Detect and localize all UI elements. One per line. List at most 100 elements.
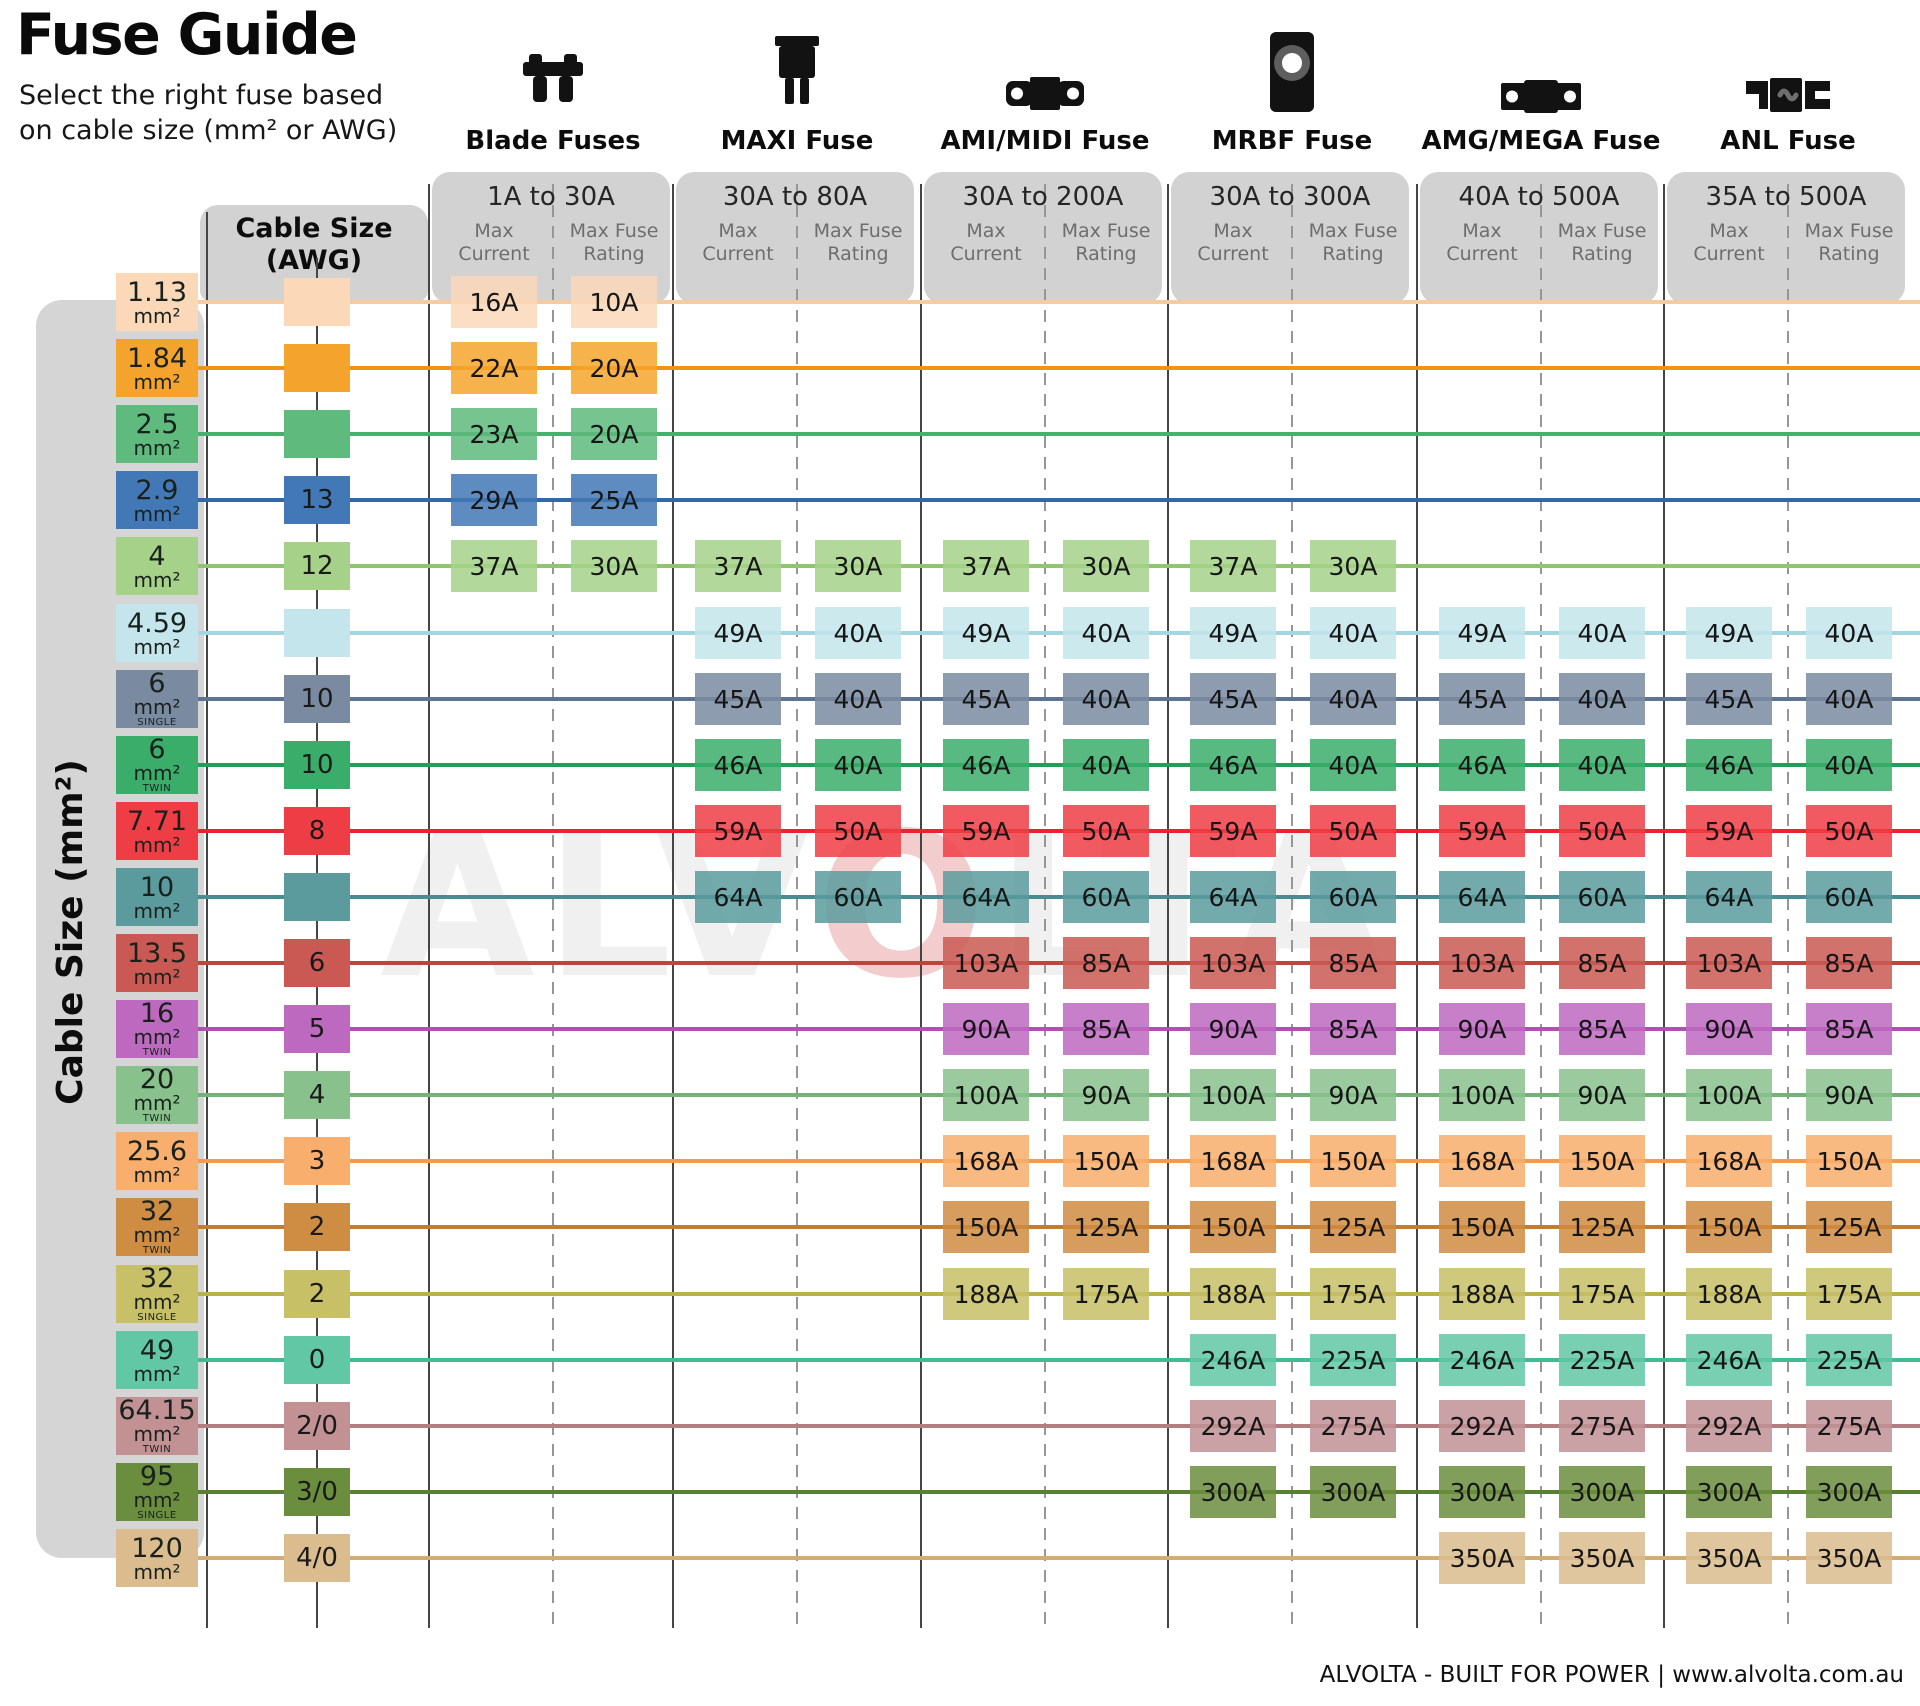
value-cell-max-fuse-rating: 275A (1559, 1400, 1645, 1452)
value-cell-max-fuse-rating: 150A (1310, 1135, 1396, 1187)
value-cell-max-fuse-rating: 60A (1806, 871, 1892, 923)
cable-row-line (198, 1159, 1920, 1163)
cable-row-line (198, 300, 1920, 304)
cable-row-line (198, 829, 1920, 833)
value-cell-max-fuse-rating: 85A (1559, 1003, 1645, 1055)
value-cell-max-current: 300A (1439, 1466, 1525, 1518)
grid-vline-group-boundary (920, 184, 922, 1628)
value-cell-max-fuse-rating: 40A (1063, 607, 1149, 659)
value-cell-max-fuse-rating: 175A (1310, 1268, 1396, 1320)
cable-row-line (198, 1027, 1920, 1031)
fuse-type-name: AMI/MIDI Fuse (940, 126, 1150, 156)
value-cell-max-fuse-rating: 350A (1559, 1532, 1645, 1584)
fuse-range-badge: 35A to 500A (1705, 182, 1867, 212)
value-cell-max-fuse-rating: 60A (1310, 871, 1396, 923)
grid-vline-subcolumn-divider (1291, 184, 1293, 1628)
amg-mega-fuse-icon (1496, 30, 1586, 116)
value-cell-max-fuse-rating: 40A (1063, 739, 1149, 791)
value-cell-max-current: 37A (943, 540, 1029, 592)
value-cell-max-current: 300A (1190, 1466, 1276, 1518)
value-cell-max-fuse-rating: 225A (1310, 1334, 1396, 1386)
value-cell-max-fuse-rating: 125A (1806, 1201, 1892, 1253)
cable-size-mm2-label: 6 mm² SINGLE (116, 670, 198, 728)
cable-size-mm2-label: 1.13 mm² (116, 273, 198, 331)
value-cell-max-current: 188A (1439, 1268, 1525, 1320)
cable-size-mm2-label: 13.5 mm² (116, 934, 198, 992)
grid-vline-subcolumn-divider (796, 184, 798, 1628)
fuse-group-header-panel (676, 172, 914, 304)
value-cell-max-fuse-rating: 85A (1806, 1003, 1892, 1055)
cable-row-line (198, 564, 1920, 568)
value-cell-max-fuse-rating: 30A (571, 540, 657, 592)
cable-size-awg-badge: 4/0 (284, 1534, 350, 1582)
cable-size-awg-badge: 10 (284, 675, 350, 723)
value-cell-max-fuse-rating: 90A (1310, 1069, 1396, 1121)
cable-size-mm2-label: 32 mm² SINGLE (116, 1265, 198, 1323)
value-cell-max-fuse-rating: 40A (1310, 607, 1396, 659)
col-header-max-current: Max Current (458, 220, 530, 265)
value-cell-max-fuse-rating: 40A (1806, 673, 1892, 725)
fuse-type-name: ANL Fuse (1720, 126, 1856, 156)
mrbf-fuse-icon (1247, 30, 1337, 116)
value-cell-max-current: 37A (695, 540, 781, 592)
fuse-group-header-panel (924, 172, 1162, 304)
value-cell-max-fuse-rating: 30A (1310, 540, 1396, 592)
ami-midi-fuse-icon (1000, 30, 1090, 116)
grid-vline-subcolumn-divider (1044, 184, 1046, 1628)
cable-size-mm2-label: 49 mm² (116, 1331, 198, 1389)
cable-size-mm2-label: 7.71 mm² (116, 802, 198, 860)
value-cell-max-fuse-rating: 50A (1310, 805, 1396, 857)
fuse-type-name: MAXI Fuse (720, 126, 874, 156)
value-cell-max-current: 45A (1439, 673, 1525, 725)
value-cell-max-fuse-rating: 10A (571, 276, 657, 328)
cable-row-line (198, 631, 1920, 635)
cable-row-line (198, 1292, 1920, 1296)
value-cell-max-current: 168A (1686, 1135, 1772, 1187)
value-cell-max-fuse-rating: 50A (1559, 805, 1645, 857)
value-cell-max-current: 150A (1686, 1201, 1772, 1253)
value-cell-max-fuse-rating: 40A (1310, 673, 1396, 725)
value-cell-max-current: 49A (1439, 607, 1525, 659)
cable-size-mm2-label: 95 mm² SINGLE (116, 1463, 198, 1521)
cable-size-mm2-label: 4 mm² (116, 537, 198, 595)
grid-vline-group-boundary (1167, 184, 1169, 1628)
value-cell-max-fuse-rating: 175A (1559, 1268, 1645, 1320)
value-cell-max-fuse-rating: 50A (815, 805, 901, 857)
anl-fuse-icon (1743, 30, 1833, 116)
value-cell-max-fuse-rating: 60A (815, 871, 901, 923)
cable-size-mm2-label: 16 mm² TWIN (116, 1000, 198, 1058)
grid-vline-group-boundary (428, 184, 430, 1628)
cable-row-line (198, 1358, 1920, 1362)
grid-vline-subcolumn-divider (1787, 184, 1789, 1628)
value-cell-max-current: 29A (451, 474, 537, 526)
cable-size-awg-badge (284, 609, 350, 657)
value-cell-max-current: 46A (1190, 739, 1276, 791)
value-cell-max-current: 103A (1190, 937, 1276, 989)
grid-vline-group-boundary (1663, 184, 1665, 1628)
value-cell-max-fuse-rating: 85A (1310, 1003, 1396, 1055)
value-cell-max-fuse-rating: 90A (1063, 1069, 1149, 1121)
value-cell-max-fuse-rating: 350A (1806, 1532, 1892, 1584)
value-cell-max-current: 16A (451, 276, 537, 328)
value-cell-max-fuse-rating: 175A (1806, 1268, 1892, 1320)
value-cell-max-current: 100A (943, 1069, 1029, 1121)
grid-vline-subcolumn-divider (1540, 184, 1542, 1628)
value-cell-max-fuse-rating: 150A (1559, 1135, 1645, 1187)
cable-size-awg-badge: 10 (284, 741, 350, 789)
value-cell-max-current: 64A (1190, 871, 1276, 923)
fuse-range-badge: 30A to 300A (1209, 182, 1371, 212)
value-cell-max-fuse-rating: 40A (1806, 739, 1892, 791)
value-cell-max-current: 168A (943, 1135, 1029, 1187)
value-cell-max-fuse-rating: 125A (1310, 1201, 1396, 1253)
value-cell-max-current: 90A (1439, 1003, 1525, 1055)
value-cell-max-fuse-rating: 125A (1063, 1201, 1149, 1253)
value-cell-max-fuse-rating: 90A (1806, 1069, 1892, 1121)
value-cell-max-current: 103A (1686, 937, 1772, 989)
value-cell-max-fuse-rating: 300A (1559, 1466, 1645, 1518)
value-cell-max-current: 292A (1190, 1400, 1276, 1452)
value-cell-max-fuse-rating: 85A (1063, 937, 1149, 989)
value-cell-max-current: 49A (695, 607, 781, 659)
fuse-group-header-panel (1667, 172, 1905, 304)
value-cell-max-fuse-rating: 50A (1063, 805, 1149, 857)
value-cell-max-fuse-rating: 175A (1063, 1268, 1149, 1320)
